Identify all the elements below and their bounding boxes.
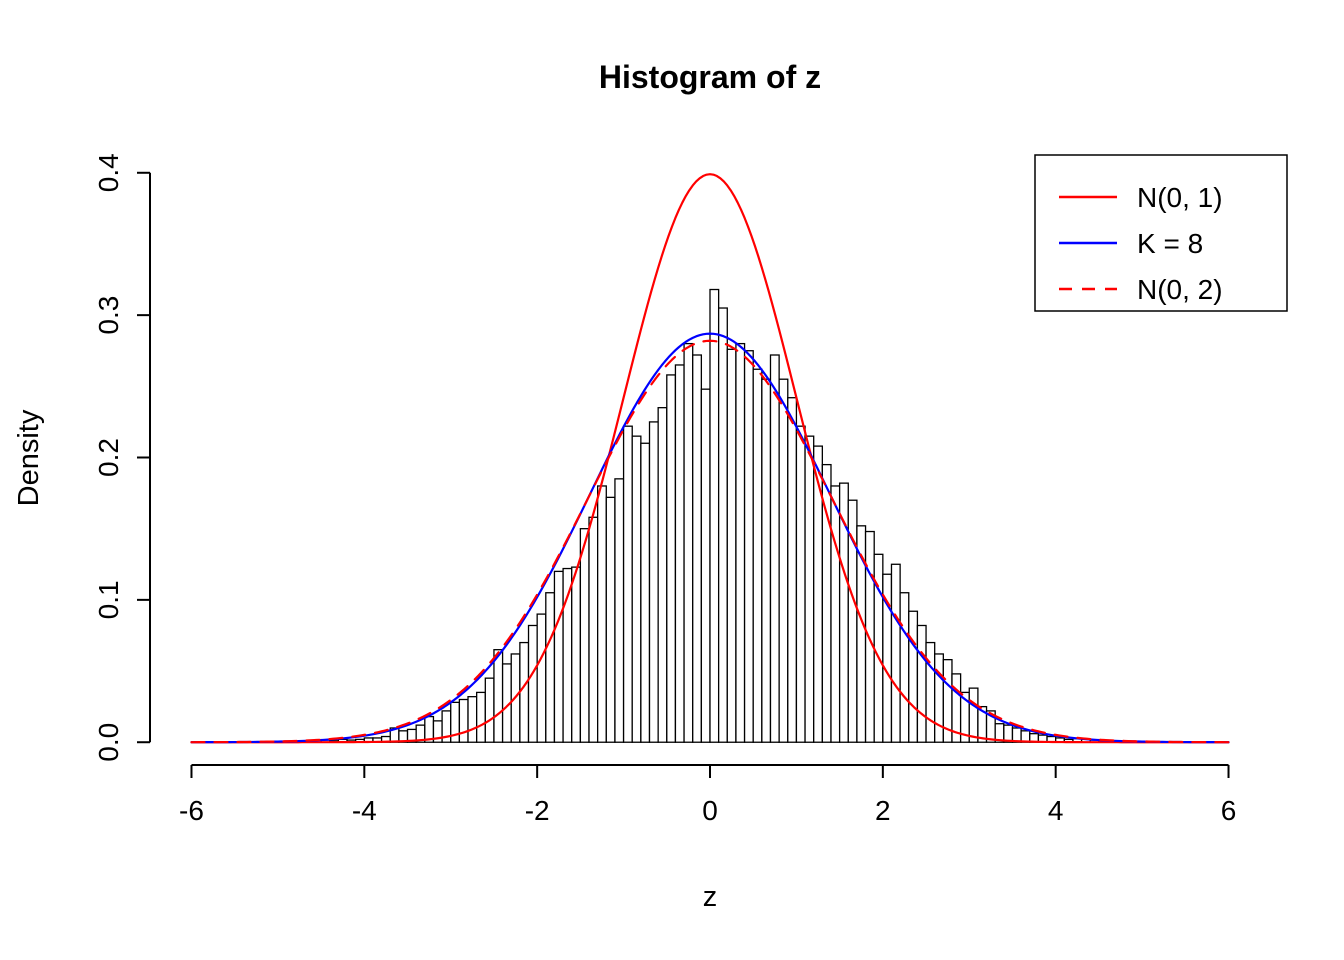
histogram-bar	[787, 397, 798, 743]
histogram-bar	[640, 442, 651, 743]
y-tick-label: 0.3	[93, 296, 124, 335]
histogram-bar	[458, 698, 469, 743]
histogram-bar	[545, 592, 556, 743]
histogram-bar	[657, 407, 668, 743]
curve-n0-1	[190, 173, 1230, 744]
histogram-bar	[717, 307, 728, 743]
histogram-bar	[692, 354, 703, 743]
x-tick-label: 6	[1221, 795, 1237, 826]
histogram-bar	[666, 374, 677, 743]
histogram-bar	[735, 342, 746, 743]
histogram-bar	[674, 364, 685, 743]
histogram-bar	[597, 485, 607, 743]
histogram-bar	[890, 563, 901, 743]
x-tick-label: 0	[702, 795, 718, 826]
histogram-bar	[700, 388, 711, 743]
histogram-bar	[648, 421, 659, 743]
histogram-bar	[631, 435, 642, 743]
histogram-bar	[709, 288, 720, 743]
density-curves	[190, 173, 1230, 744]
histogram-bar	[830, 485, 841, 743]
histogram-bar	[795, 425, 806, 743]
histogram-bar	[527, 624, 538, 743]
histogram-bar	[536, 613, 547, 743]
histogram-bar	[605, 496, 616, 743]
histogram-bar	[908, 610, 919, 743]
legend: N(0, 1) K = 8 N(0, 2)	[1034, 154, 1288, 312]
y-tick-label: 0.2	[93, 438, 124, 477]
y-tick-label: 0.1	[93, 580, 124, 619]
legend-label: N(0, 2)	[1137, 274, 1223, 305]
legend-label: K = 8	[1137, 228, 1203, 259]
histogram-bar	[968, 687, 979, 743]
y-tick-label: 0.4	[93, 153, 124, 192]
histogram-bar	[916, 624, 927, 743]
histogram-bar	[761, 378, 772, 743]
x-tick-label: 4	[1048, 795, 1064, 826]
histogram-bar	[934, 653, 944, 743]
histogram-bar	[519, 641, 530, 743]
histogram-bar	[467, 696, 478, 743]
legend-box	[1034, 154, 1288, 312]
histogram-bar	[752, 368, 763, 743]
histogram-bar	[769, 354, 780, 743]
histogram-bar	[804, 435, 815, 743]
histogram-bar	[571, 566, 582, 743]
x-tick-label: 2	[875, 795, 891, 826]
histogram-bar	[683, 342, 694, 743]
x-axis-label: z	[703, 881, 718, 913]
x-tick-label: -6	[179, 795, 204, 826]
histogram-bar	[778, 378, 789, 743]
histogram-bars	[320, 288, 1117, 743]
x-axis: -6 -4 -2 0 2 4 6	[179, 764, 1237, 826]
histogram-bar	[622, 425, 633, 743]
x-tick-label: -2	[525, 795, 550, 826]
histogram-bar	[726, 348, 737, 743]
x-tick-label: -4	[352, 795, 377, 826]
histogram-bar	[579, 528, 590, 743]
histogram-bar	[614, 478, 625, 743]
legend-label: N(0, 1)	[1137, 182, 1223, 213]
histogram-bar	[899, 592, 910, 743]
y-axis: 0.0 0.1 0.2 0.3 0.4	[93, 153, 151, 762]
histogram-bar	[864, 530, 875, 743]
y-axis-label: Density	[13, 409, 45, 506]
histogram-bar	[553, 570, 564, 743]
curve-n0-2	[190, 339, 1230, 744]
histogram-bar	[743, 350, 754, 743]
histogram-bar	[925, 641, 936, 743]
histogram-bar	[588, 516, 599, 743]
histogram-bar	[484, 677, 495, 743]
y-tick-label: 0.0	[93, 723, 124, 762]
chart-title: Histogram of z	[599, 59, 821, 95]
histogram-bar	[493, 649, 504, 743]
histogram-bar	[476, 691, 486, 743]
